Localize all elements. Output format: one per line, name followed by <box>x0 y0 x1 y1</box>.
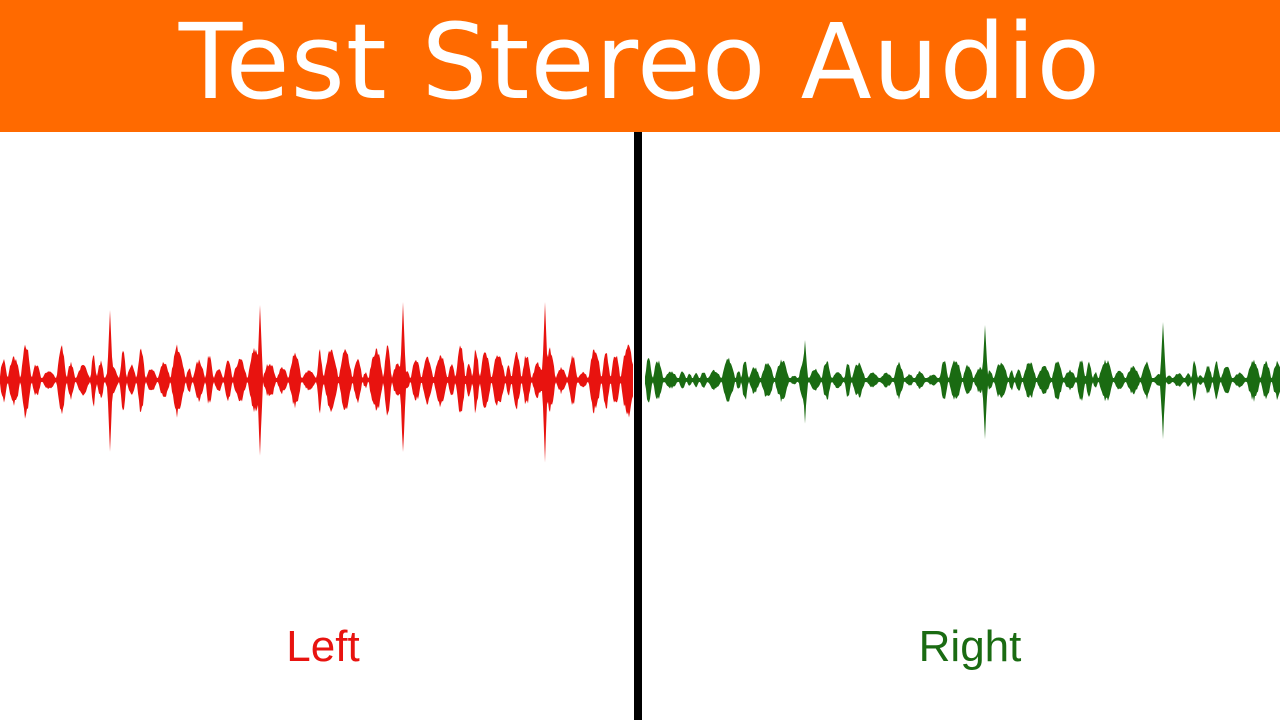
title: Test Stereo Audio <box>178 1 1102 123</box>
channel-divider <box>634 132 642 720</box>
waveforms <box>0 302 1280 463</box>
title-banner: Test Stereo Audio <box>0 0 1280 132</box>
right-channel-waveform <box>645 322 1280 440</box>
left-channel-waveform <box>0 302 633 463</box>
left-channel-label: Left <box>286 622 360 671</box>
right-channel-label: Right <box>918 622 1022 671</box>
